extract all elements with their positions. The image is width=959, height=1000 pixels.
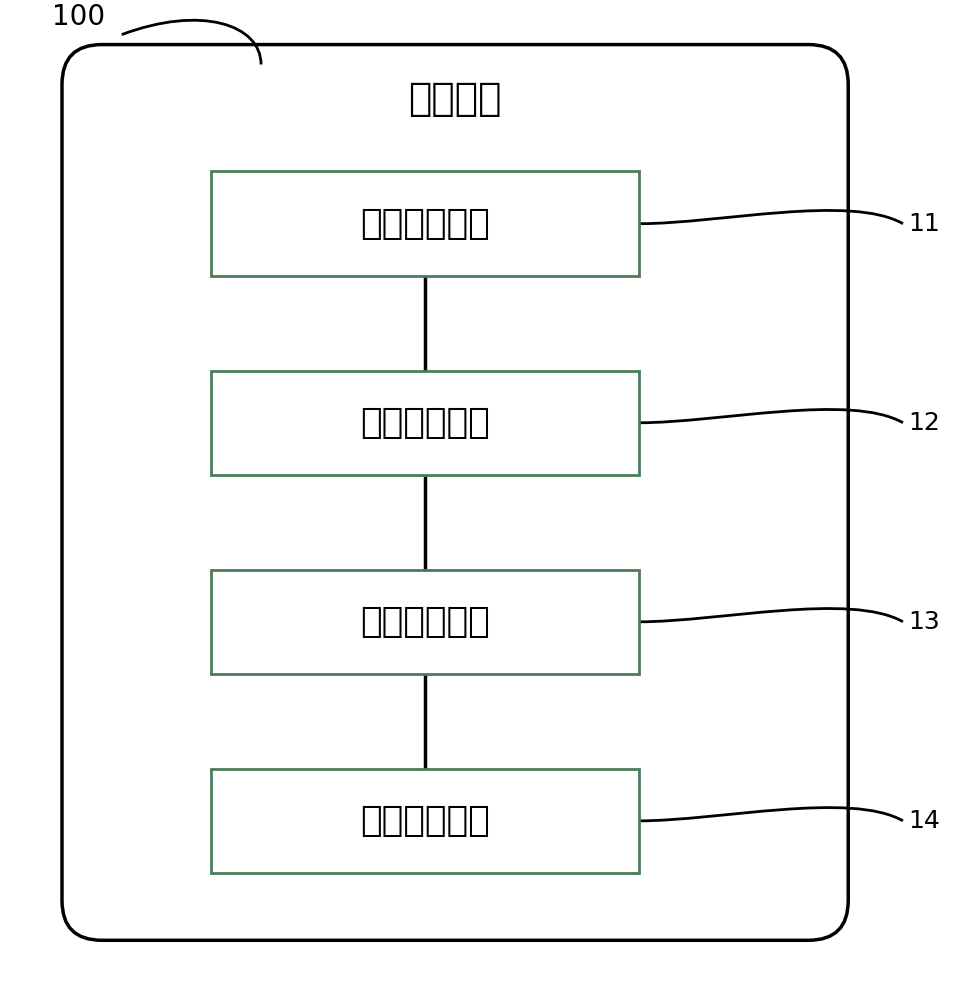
FancyBboxPatch shape bbox=[211, 769, 640, 873]
Text: 第二獲取模塊: 第二獲取模塊 bbox=[361, 406, 490, 440]
Text: 控制裝置: 控制裝置 bbox=[409, 80, 502, 118]
FancyBboxPatch shape bbox=[62, 45, 849, 940]
FancyBboxPatch shape bbox=[211, 171, 640, 276]
Text: 第一控制模塊: 第一控制模塊 bbox=[361, 605, 490, 639]
FancyBboxPatch shape bbox=[211, 371, 640, 475]
FancyBboxPatch shape bbox=[211, 570, 640, 674]
Text: 100: 100 bbox=[52, 3, 105, 31]
Text: 第一獲取模塊: 第一獲取模塊 bbox=[361, 207, 490, 241]
Text: 14: 14 bbox=[908, 809, 940, 833]
Text: 11: 11 bbox=[908, 212, 940, 236]
Text: 13: 13 bbox=[908, 610, 940, 634]
Text: 12: 12 bbox=[908, 411, 940, 435]
Text: 第二控制模塊: 第二控制模塊 bbox=[361, 804, 490, 838]
